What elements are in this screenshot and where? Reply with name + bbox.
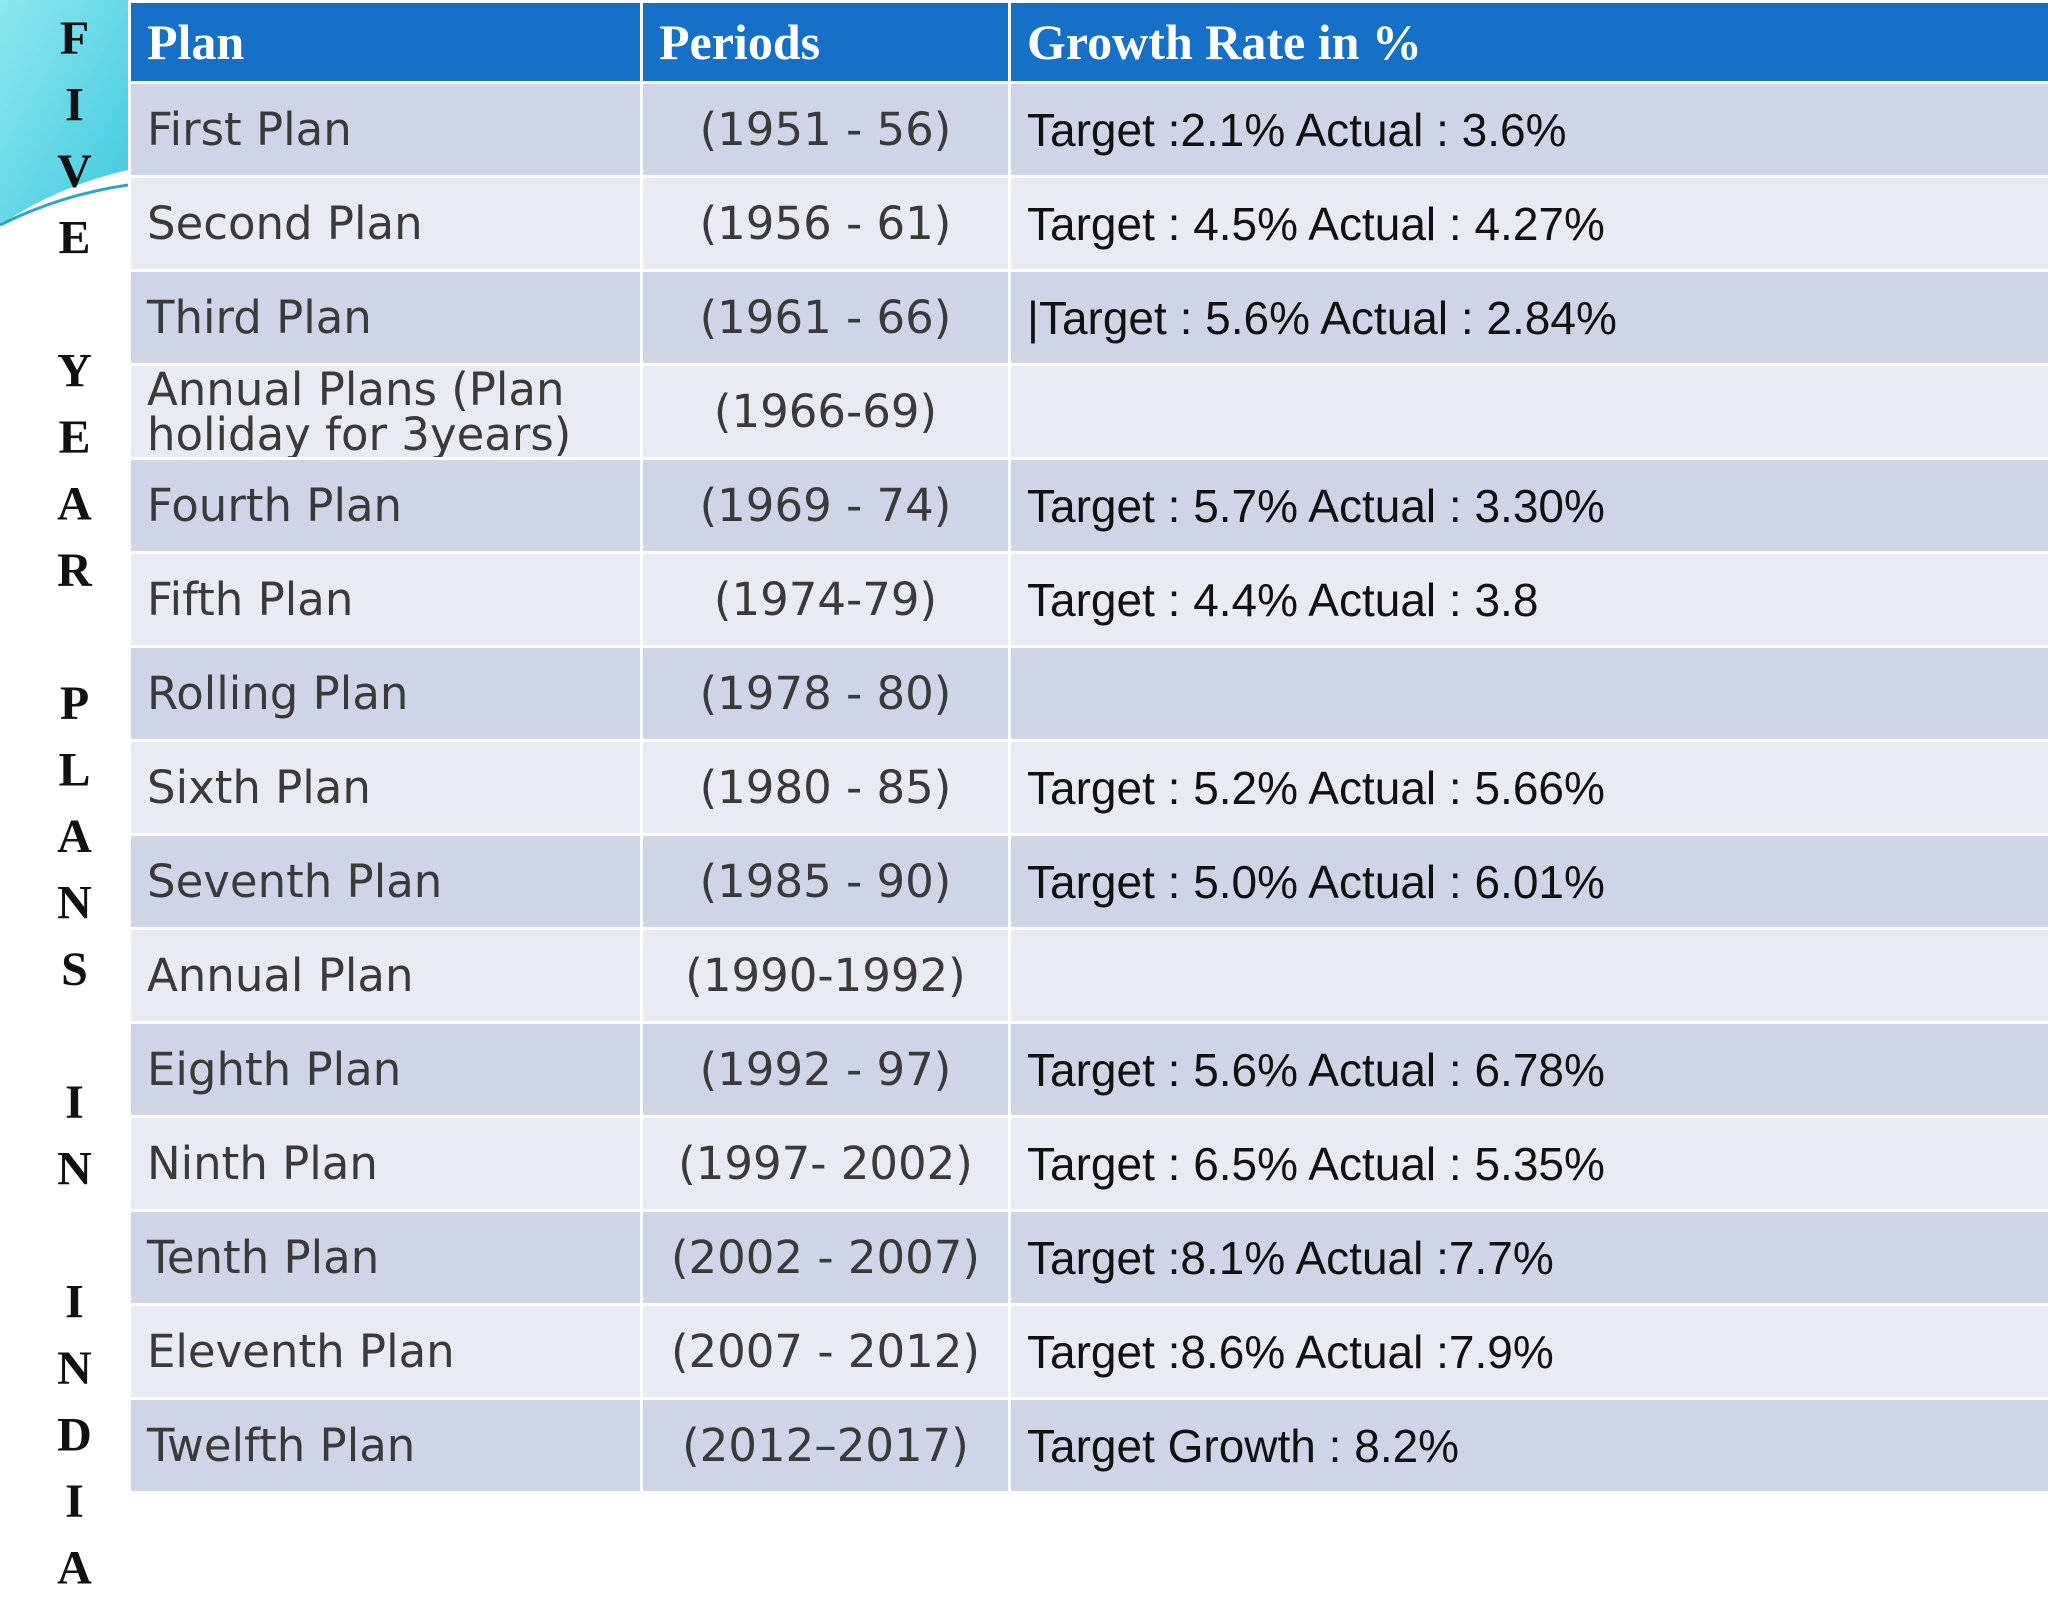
table-cell: Third Plan bbox=[130, 271, 642, 365]
table-cell bbox=[1010, 365, 2048, 459]
table-row: Third Plan(1961 - 66)|Target : 5.6% Actu… bbox=[130, 271, 2048, 365]
table-cell: Eleventh Plan bbox=[130, 1305, 642, 1399]
table-row: Annual Plan(1990-1992) bbox=[130, 929, 2048, 1023]
header-cell: Plan bbox=[130, 2, 642, 83]
table-cell: (1974-79) bbox=[642, 553, 1010, 647]
table-row: Fifth Plan(1974-79)Target : 4.4% Actual … bbox=[130, 553, 2048, 647]
table-cell: (1990-1992) bbox=[642, 929, 1010, 1023]
table-cell: Sixth Plan bbox=[130, 741, 642, 835]
table-cell: (1997- 2002) bbox=[642, 1117, 1010, 1211]
table-cell: (1966-69) bbox=[642, 365, 1010, 459]
table-cell: Twelfth Plan bbox=[130, 1399, 642, 1493]
header-cell: Periods bbox=[642, 2, 1010, 83]
table-cell: Target :8.1% Actual :7.7% bbox=[1010, 1211, 2048, 1305]
table-cell: (1951 - 56) bbox=[642, 83, 1010, 177]
table-row: Seventh Plan(1985 - 90)Target : 5.0% Act… bbox=[130, 835, 2048, 929]
table-cell: Seventh Plan bbox=[130, 835, 642, 929]
table-row: Fourth Plan(1969 - 74)Target : 5.7% Actu… bbox=[130, 459, 2048, 553]
table-cell: (2002 - 2007) bbox=[642, 1211, 1010, 1305]
table-cell bbox=[1010, 647, 2048, 741]
table-cell: Annual Plans (Plan holiday for 3years) bbox=[130, 365, 642, 459]
table-cell: (1978 - 80) bbox=[642, 647, 1010, 741]
table-row: Tenth Plan(2002 - 2007)Target :8.1% Actu… bbox=[130, 1211, 2048, 1305]
table-cell: Second Plan bbox=[130, 177, 642, 271]
table-cell: (1992 - 97) bbox=[642, 1023, 1010, 1117]
table-cell bbox=[1010, 929, 2048, 1023]
table-cell: Rolling Plan bbox=[130, 647, 642, 741]
table-row: First Plan(1951 - 56)Target :2.1% Actual… bbox=[130, 83, 2048, 177]
table-cell: Target :2.1% Actual : 3.6% bbox=[1010, 83, 2048, 177]
table-row: Sixth Plan(1980 - 85)Target : 5.2% Actua… bbox=[130, 741, 2048, 835]
table-cell: Target :8.6% Actual :7.9% bbox=[1010, 1305, 2048, 1399]
table-cell: Target : 5.6% Actual : 6.78% bbox=[1010, 1023, 2048, 1117]
table-cell: (1980 - 85) bbox=[642, 741, 1010, 835]
table-cell: Target : 4.5% Actual : 4.27% bbox=[1010, 177, 2048, 271]
table-cell: Annual Plan bbox=[130, 929, 642, 1023]
table-row: Eighth Plan(1992 - 97)Target : 5.6% Actu… bbox=[130, 1023, 2048, 1117]
table-row: Twelfth Plan(2012–2017)Target Growth : 8… bbox=[130, 1399, 2048, 1493]
table-cell: First Plan bbox=[130, 83, 642, 177]
table-row: Second Plan(1956 - 61)Target : 4.5% Actu… bbox=[130, 177, 2048, 271]
table-cell: Fifth Plan bbox=[130, 553, 642, 647]
table-cell: Ninth Plan bbox=[130, 1117, 642, 1211]
table-cell: Target : 5.2% Actual : 5.66% bbox=[1010, 741, 2048, 835]
table-cell: Eighth Plan bbox=[130, 1023, 642, 1117]
table-cell: Target : 5.7% Actual : 3.30% bbox=[1010, 459, 2048, 553]
table-cell: (2012–2017) bbox=[642, 1399, 1010, 1493]
table-cell: Target : 5.0% Actual : 6.01% bbox=[1010, 835, 2048, 929]
header-cell: Growth Rate in % bbox=[1010, 2, 2048, 83]
side-title: FIVE YEAR PLANS IN INDIA bbox=[46, 12, 102, 1608]
table-cell: Target : 4.4% Actual : 3.8 bbox=[1010, 553, 2048, 647]
table-cell: (1961 - 66) bbox=[642, 271, 1010, 365]
table-cell: (2007 - 2012) bbox=[642, 1305, 1010, 1399]
table-cell: |Target : 5.6% Actual : 2.84% bbox=[1010, 271, 2048, 365]
table-cell: Tenth Plan bbox=[130, 1211, 642, 1305]
table-row: Rolling Plan(1978 - 80) bbox=[130, 647, 2048, 741]
table-cell: Target : 6.5% Actual : 5.35% bbox=[1010, 1117, 2048, 1211]
table-cell: Fourth Plan bbox=[130, 459, 642, 553]
table-row: Ninth Plan(1997- 2002)Target : 6.5% Actu… bbox=[130, 1117, 2048, 1211]
table-cell: Target Growth : 8.2% bbox=[1010, 1399, 2048, 1493]
table-cell: (1969 - 74) bbox=[642, 459, 1010, 553]
table-cell: (1985 - 90) bbox=[642, 835, 1010, 929]
table-row: Annual Plans (Plan holiday for 3years)(1… bbox=[130, 365, 2048, 459]
table-cell: (1956 - 61) bbox=[642, 177, 1010, 271]
table-row: Eleventh Plan(2007 - 2012)Target :8.6% A… bbox=[130, 1305, 2048, 1399]
